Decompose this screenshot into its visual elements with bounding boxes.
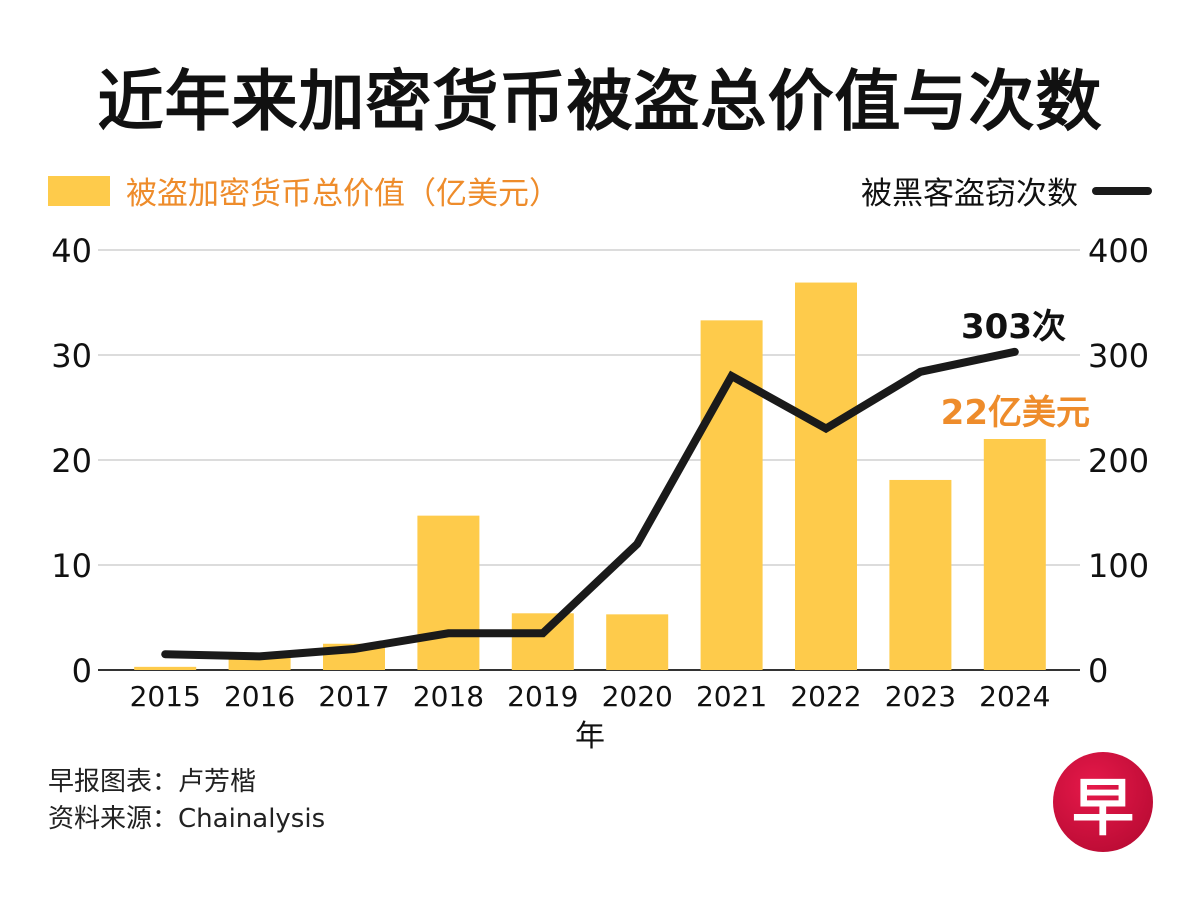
y-tick-label-left: 0 (72, 652, 92, 690)
x-tick-label: 2016 (224, 680, 295, 713)
bar-2022 (795, 282, 857, 670)
bar-2024 (983, 439, 1046, 670)
legend-line-swatch (1092, 186, 1152, 195)
annotation-hack-count: 303次 (961, 307, 1066, 347)
y-tick-label-right: 100 (1088, 547, 1149, 585)
y-tick-label-left: 10 (51, 547, 92, 585)
bar-2016 (228, 657, 291, 670)
bar-2018 (417, 515, 480, 670)
bar-2020 (606, 614, 669, 670)
x-axis-title: 年 (575, 719, 605, 754)
x-tick-label: 2018 (413, 680, 484, 713)
y-tick-label-right: 300 (1088, 337, 1149, 375)
y-tick-label-right: 400 (1088, 232, 1149, 270)
y-tick-label-left: 30 (51, 337, 92, 375)
x-tick-label: 2021 (696, 680, 767, 713)
legend-bars: 被盗加密货币总价值（亿美元） (48, 168, 560, 213)
x-tick-label: 2020 (602, 680, 673, 713)
y-tick-label-left: 40 (51, 232, 92, 270)
legend-bar-swatch (48, 175, 110, 206)
x-tick-label: 2019 (507, 680, 578, 713)
y-tick-label-right: 0 (1088, 652, 1108, 690)
y-tick-label-right: 200 (1088, 442, 1149, 480)
footer-source: 资料来源：Chainalysis (48, 804, 326, 834)
legend-line: 被黑客盗窃次数 (861, 168, 1152, 213)
x-tick-label: 2015 (130, 680, 201, 713)
bar-2019 (511, 613, 574, 670)
legend-line-label: 被黑客盗窃次数 (861, 176, 1078, 212)
line-series-hack-count (161, 347, 1019, 661)
legend-bars-label: 被盗加密货币总价值（亿美元） (126, 176, 560, 212)
annotation-stolen-value: 22亿美元 (941, 393, 1090, 433)
x-tick-label: 2024 (979, 680, 1050, 713)
x-tick-label: 2022 (790, 680, 861, 713)
bar-2023 (889, 479, 952, 670)
footer-credit: 早报图表：卢芳楷 (48, 767, 257, 797)
zaobao-logo: 早 (1053, 752, 1153, 852)
y-tick-label-left: 20 (51, 442, 92, 480)
chart-title: 近年来加密货币被盗总价值与次数 (97, 63, 1103, 140)
bar-2015 (134, 666, 197, 670)
x-tick-label: 2023 (885, 680, 956, 713)
footer: 早报图表：卢芳楷 资料来源：Chainalysis (48, 764, 325, 838)
x-tick-label: 2017 (318, 680, 389, 713)
